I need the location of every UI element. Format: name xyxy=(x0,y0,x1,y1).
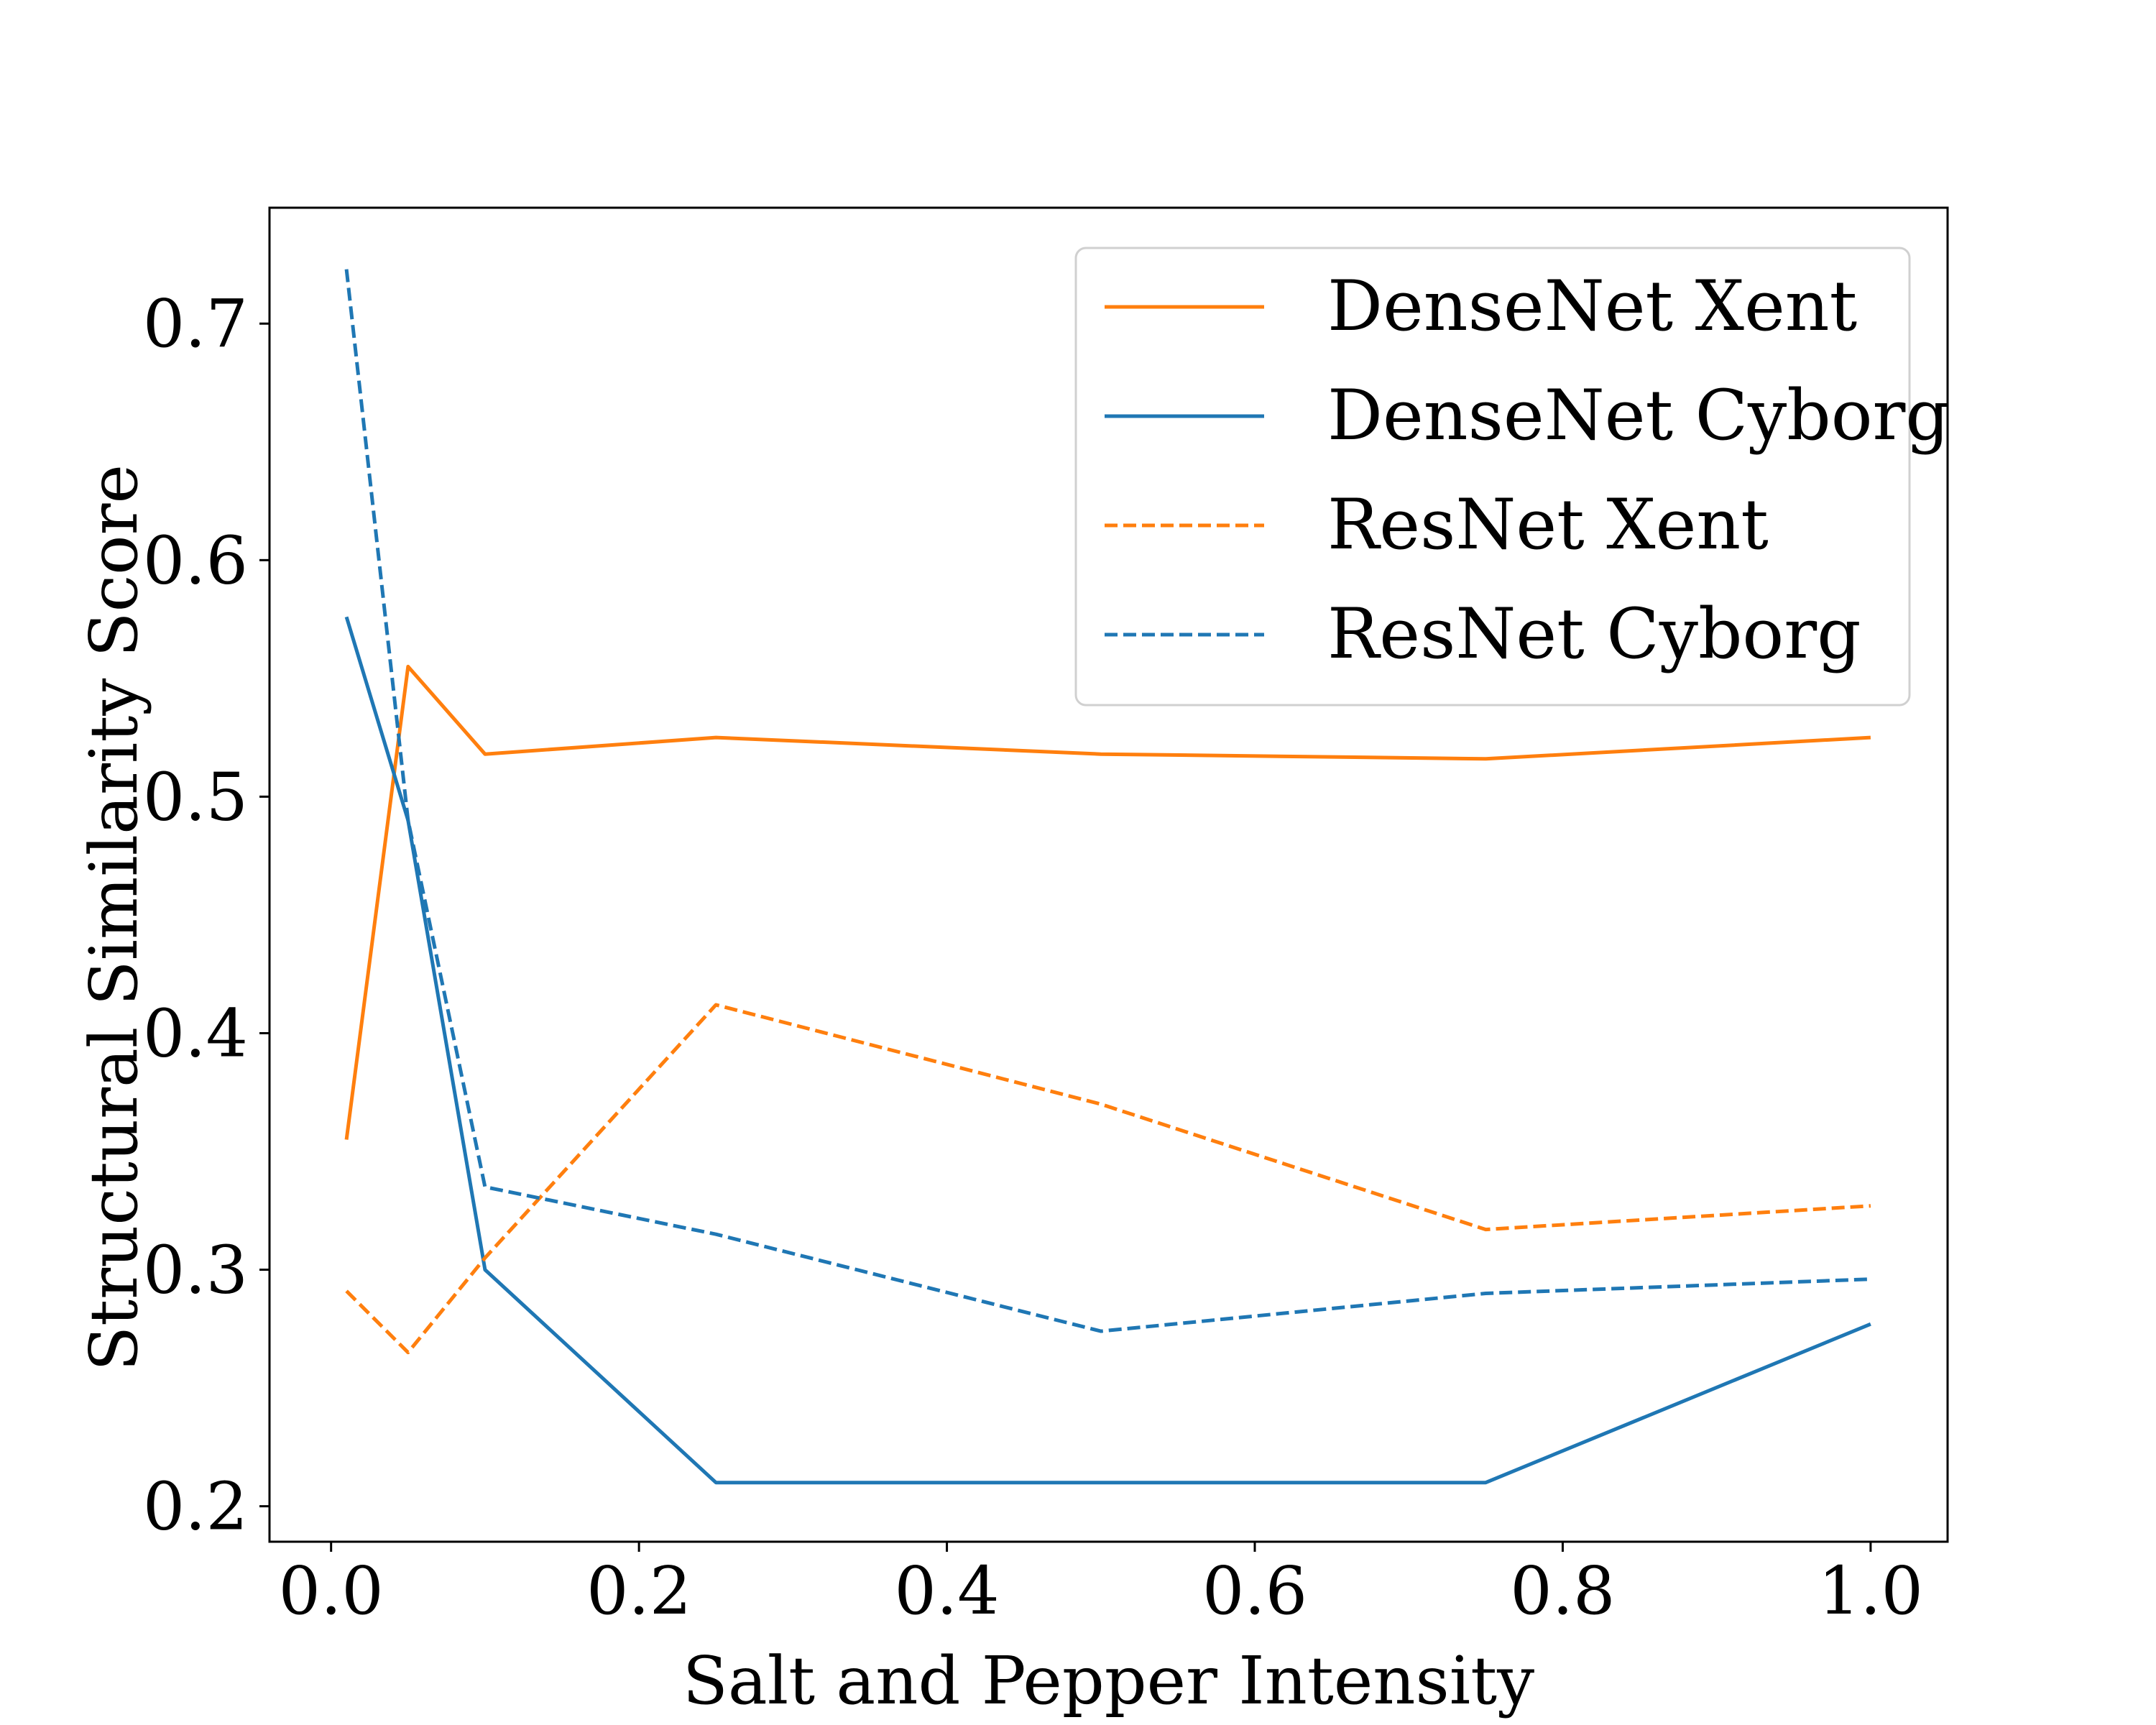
x-tick-label: 0.2 xyxy=(586,1552,691,1629)
series-line-0 xyxy=(344,664,1871,1140)
y-tick-label: 0.4 xyxy=(143,995,248,1072)
legend-box xyxy=(1074,247,1911,707)
x-tick-label: 1.0 xyxy=(1818,1552,1923,1629)
legend-label-2: ResNet Xent xyxy=(1327,484,1769,565)
x-tick-label: 0.0 xyxy=(279,1552,384,1629)
y-axis: 0.2 0.3 0.4 0.5 0.6 0.7 xyxy=(143,285,270,1545)
x-axis: 0.0 0.2 0.4 0.6 0.8 1.0 xyxy=(279,1542,1923,1629)
y-tick-label: 0.6 xyxy=(143,522,248,599)
y-axis-label: Structural Similarity Score xyxy=(75,464,152,1371)
legend: DenseNet Xent DenseNet Cyborg ResNet Xent R… xyxy=(1074,247,1950,707)
legend-label-3: ResNet Cyborg xyxy=(1327,594,1861,674)
x-tick-label: 0.4 xyxy=(894,1552,999,1629)
series-line-2 xyxy=(345,1003,1871,1355)
y-tick-label: 0.7 xyxy=(143,285,248,362)
legend-label-1: DenseNet Cyborg xyxy=(1327,375,1950,456)
series-layer xyxy=(344,269,1871,1485)
x-tick-label: 0.6 xyxy=(1202,1552,1307,1629)
legend-label-0: DenseNet Xent xyxy=(1327,266,1857,346)
x-axis-label: Salt and Pepper Intensity xyxy=(683,1642,1534,1719)
series-line-3 xyxy=(344,269,1871,1333)
plot-area-frame xyxy=(268,206,1949,1543)
x-tick-label: 0.8 xyxy=(1510,1552,1615,1629)
y-tick-label: 0.2 xyxy=(143,1468,248,1545)
y-tick-label: 0.3 xyxy=(143,1232,248,1309)
y-tick-label: 0.5 xyxy=(143,758,248,835)
